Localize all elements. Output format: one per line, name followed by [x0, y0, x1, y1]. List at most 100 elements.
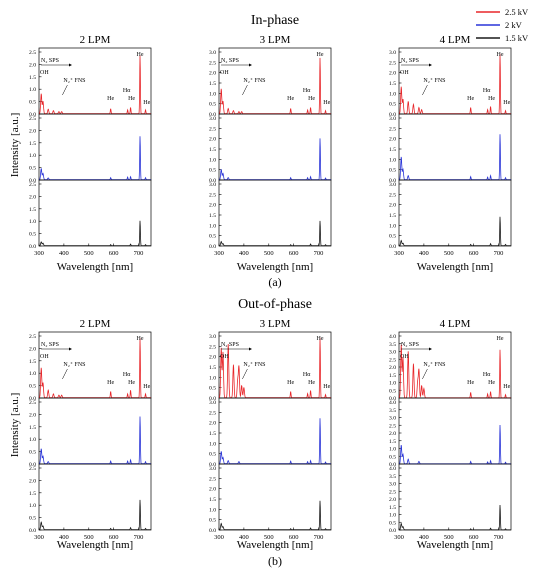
- annotation-pointer: [242, 84, 248, 96]
- subplot-frame: [218, 179, 332, 247]
- x-tick-label: 700: [134, 250, 144, 257]
- annotation-pointer: [62, 368, 68, 380]
- y-tick-label: 3.0: [389, 116, 396, 122]
- panel-title: 3 LPM: [260, 318, 291, 330]
- y-tick-label: 2.5: [29, 182, 36, 188]
- y-tick-label: 0.5: [209, 518, 216, 524]
- y-tick-label: 1.5: [29, 425, 36, 431]
- y-tick-label: 3.0: [389, 416, 396, 422]
- y-tick-label: 4.0: [389, 334, 396, 340]
- y-tick-label: 3.0: [389, 182, 396, 188]
- panel-title: 3 LPM: [260, 34, 291, 46]
- annotation-label: He: [137, 336, 144, 342]
- annotation-label: He: [503, 384, 510, 390]
- y-tick-label: 1.5: [29, 359, 36, 365]
- y-tick-label: 1.5: [389, 81, 396, 87]
- y-tick-label: 2.0: [389, 71, 396, 77]
- y-tick-label: 2.0: [389, 431, 396, 437]
- y-tick-label: 1.0: [389, 381, 396, 387]
- series-line: [38, 338, 151, 398]
- y-tick-label: 2.0: [29, 346, 36, 352]
- y-tick-label: 0.5: [209, 102, 216, 108]
- y-tick-label: 4.0: [389, 466, 396, 472]
- x-tick-label: 400: [419, 250, 429, 257]
- x-axis-label: Wavelength [nm]: [237, 261, 313, 273]
- annotation-label: He: [308, 96, 315, 102]
- subplot-frame: [38, 463, 152, 531]
- subplot-frame: [398, 463, 512, 531]
- y-tick-label: 2.5: [389, 126, 396, 132]
- y-tick-label: 0.5: [389, 520, 396, 526]
- annotation-label: Hα: [483, 88, 491, 94]
- y-tick-label: 0.0: [389, 244, 396, 250]
- x-tick-label: 700: [134, 534, 144, 541]
- y-tick-label: 2.5: [389, 60, 396, 66]
- y-tick-label: 3.0: [389, 350, 396, 356]
- y-tick-label: 0.0: [389, 112, 396, 118]
- y-tick-label: 1.5: [389, 505, 396, 511]
- annotation-arrowhead: [249, 347, 252, 351]
- series-line: [39, 220, 151, 246]
- y-tick-label: 1.0: [29, 219, 36, 225]
- annotation-pointer: [422, 84, 428, 96]
- chart-panel: 3 LPM 0.0 0.5 1.0 1.5 2.0 2.5 3.0 N₂ SPS OH N₂⁺ FN…: [209, 34, 332, 257]
- y-tick-label: 2.0: [29, 62, 36, 68]
- annotation-label: N₂ SPS: [401, 342, 419, 348]
- y-tick-label: 1.0: [29, 437, 36, 443]
- x-tick-label: 400: [59, 250, 69, 257]
- y-tick-label: 2.5: [389, 357, 396, 363]
- annotation-label: He: [323, 384, 330, 390]
- y-tick-label: 1.0: [389, 157, 396, 163]
- series-line: [39, 416, 151, 464]
- y-tick-label: 0.0: [29, 528, 36, 534]
- annotation-label: He: [497, 52, 504, 58]
- y-tick-label: 3.0: [209, 116, 216, 122]
- series-line: [219, 500, 331, 531]
- y-tick-label: 2.5: [209, 60, 216, 66]
- y-tick-label: 1.0: [29, 503, 36, 509]
- x-tick-label: 400: [59, 534, 69, 541]
- y-tick-label: 1.5: [209, 81, 216, 87]
- y-tick-label: 2.0: [389, 365, 396, 371]
- x-axis-label: Wavelength [nm]: [237, 539, 313, 551]
- y-tick-label: 2.5: [209, 344, 216, 350]
- y-tick-label: 0.5: [389, 454, 396, 460]
- group-title: In-phase: [251, 13, 299, 28]
- y-axis-label: Intensity [a.u.]: [9, 393, 21, 457]
- y-tick-label: 0.0: [209, 528, 216, 534]
- series-line: [39, 55, 151, 114]
- annotation-pointer: [422, 368, 428, 380]
- y-tick-label: 0.5: [209, 234, 216, 240]
- x-tick-label: 700: [494, 534, 504, 541]
- chart-panel: 4 LPM 0.0 0.5 1.0 1.5 2.0 2.5 3.0 N₂ SPS OH N₂⁺ FN…: [389, 34, 512, 257]
- y-tick-label: 1.0: [209, 157, 216, 163]
- annotation-label: He: [287, 380, 294, 386]
- annotation-arrowhead: [69, 63, 72, 67]
- annotation-label: He: [323, 100, 330, 106]
- chart-panel: 2 LPM 0.0 0.5 1.0 1.5 2.0 2.5 N₂ SPS OH N₂⁺ FNS He…: [29, 318, 152, 541]
- y-tick-label: 1.0: [389, 513, 396, 519]
- y-tick-label: 3.5: [389, 474, 396, 480]
- y-tick-label: 2.0: [209, 487, 216, 493]
- annotation-label: N₂ SPS: [401, 58, 419, 64]
- x-tick-label: 500: [444, 534, 454, 541]
- annotation-label: OH: [40, 70, 49, 76]
- y-tick-label: 1.0: [209, 223, 216, 229]
- y-tick-label: 1.0: [29, 153, 36, 159]
- annotation-label: Hα: [303, 372, 311, 378]
- x-tick-label: 600: [109, 534, 119, 541]
- annotation-arrowhead: [429, 347, 432, 351]
- x-axis-label: Wavelength [nm]: [57, 539, 133, 551]
- y-tick-label: 1.0: [389, 223, 396, 229]
- panel-title: 2 LPM: [80, 318, 111, 330]
- x-tick-label: 700: [314, 250, 324, 257]
- group-caption: (b): [268, 554, 282, 568]
- annotation-label: N₂ SPS: [41, 58, 59, 64]
- y-tick-label: 1.5: [209, 147, 216, 153]
- series-line: [39, 499, 151, 530]
- annotation-label: OH: [220, 70, 229, 76]
- annotation-label: He: [107, 96, 114, 102]
- x-tick-label: 500: [264, 250, 274, 257]
- y-tick-label: 2.0: [209, 203, 216, 209]
- y-tick-label: 0.5: [209, 452, 216, 458]
